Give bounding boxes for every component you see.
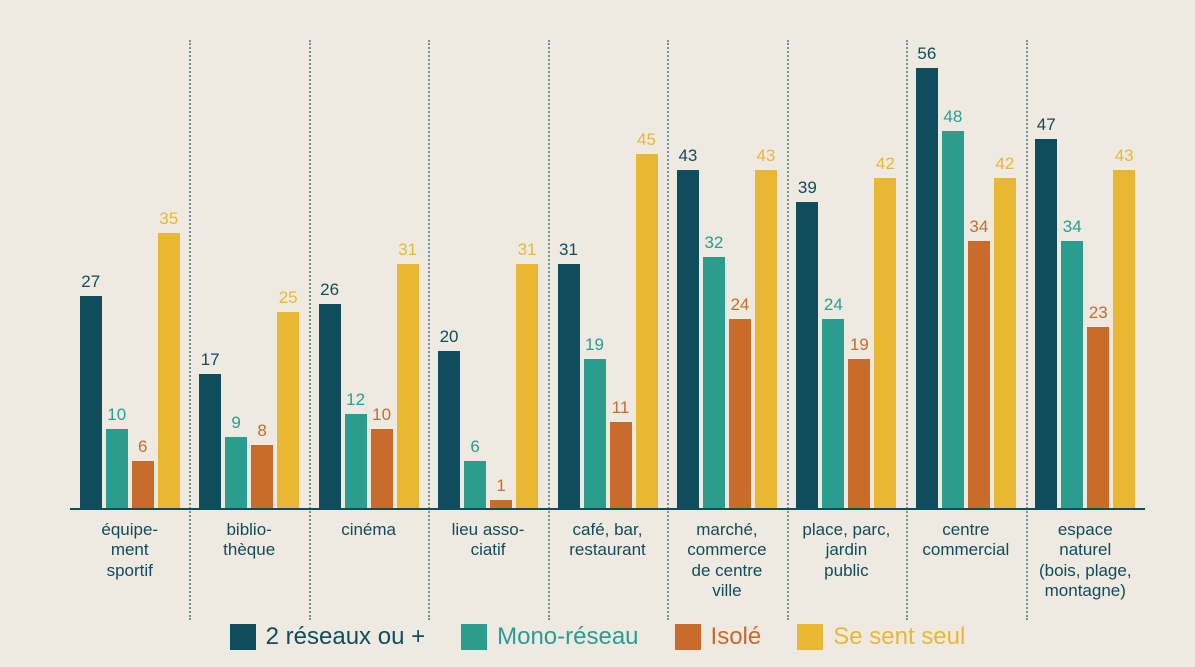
bar: 35 [158, 233, 180, 508]
bar: 1 [490, 500, 512, 508]
bar-value-label: 26 [320, 280, 339, 300]
bar-value-label: 12 [346, 390, 365, 410]
legend-swatch [675, 624, 701, 650]
bar-value-label: 48 [943, 107, 962, 127]
bar: 34 [1061, 241, 1083, 508]
bar: 24 [822, 319, 844, 508]
category-label: place, parc, jardin public [787, 520, 906, 581]
bar-value-label: 23 [1089, 303, 1108, 323]
category-label: marché, commerce de centre ville [667, 520, 786, 602]
bar-value-label: 42 [995, 154, 1014, 174]
bar-value-label: 19 [585, 335, 604, 355]
bar-value-label: 11 [612, 398, 630, 418]
category-label: café, bar, restaurant [548, 520, 667, 561]
bar: 48 [942, 131, 964, 508]
bar: 19 [584, 359, 606, 508]
bar-value-label: 31 [559, 240, 578, 260]
legend-swatch [461, 624, 487, 650]
bar-value-label: 43 [756, 146, 775, 166]
legend-item: Isolé [675, 623, 762, 651]
category-labels-row: équipe- ment sportifbiblio- thèquecinéma… [70, 512, 1145, 622]
bar: 56 [916, 68, 938, 508]
bar: 9 [225, 437, 247, 508]
bar: 10 [371, 429, 393, 508]
legend-label: Se sent seul [833, 623, 965, 651]
category-label: espace naturel (bois, plage, montagne) [1026, 520, 1145, 602]
bar-value-label: 8 [257, 421, 266, 441]
bar: 24 [729, 319, 751, 508]
bar-value-label: 47 [1037, 115, 1056, 135]
bar-value-label: 17 [201, 350, 220, 370]
bar-value-label: 1 [496, 476, 505, 496]
bar: 17 [199, 374, 221, 508]
legend-item: Mono-réseau [461, 623, 638, 651]
legend-swatch [797, 624, 823, 650]
bar-value-label: 39 [798, 178, 817, 198]
bar-value-label: 24 [730, 295, 749, 315]
bar-value-label: 31 [398, 240, 417, 260]
bar-value-label: 56 [917, 44, 936, 64]
bar: 42 [994, 178, 1016, 508]
bar-value-label: 43 [678, 146, 697, 166]
bar: 11 [610, 422, 632, 508]
legend-label: Isolé [711, 623, 762, 651]
bar: 27 [80, 296, 102, 508]
bar: 12 [345, 414, 367, 508]
bar-value-label: 32 [704, 233, 723, 253]
bar-value-label: 31 [518, 240, 537, 260]
bar: 45 [636, 154, 658, 508]
category-label: cinéma [309, 520, 428, 540]
bar-value-label: 43 [1115, 146, 1134, 166]
bar: 19 [848, 359, 870, 508]
category-label: équipe- ment sportif [70, 520, 189, 581]
bar: 6 [132, 461, 154, 508]
bar-value-label: 9 [231, 413, 240, 433]
category-label: lieu asso- ciatif [428, 520, 547, 561]
bar-value-label: 6 [470, 437, 479, 457]
category-label: centre commercial [906, 520, 1025, 561]
bar-value-label: 6 [138, 437, 147, 457]
bar-value-label: 42 [876, 154, 895, 174]
bar: 47 [1035, 139, 1057, 508]
bar: 10 [106, 429, 128, 508]
bar: 34 [968, 241, 990, 508]
bar: 26 [319, 304, 341, 508]
bar-value-label: 19 [850, 335, 869, 355]
legend-label: Mono-réseau [497, 623, 638, 651]
plot-area: 2710635179825261210312061313119114543322… [70, 40, 1145, 510]
legend: 2 réseaux ou + Mono-réseau Isolé Se sent se… [0, 623, 1195, 651]
bar: 43 [755, 170, 777, 508]
category-label: biblio- thèque [189, 520, 308, 561]
bar-value-label: 25 [279, 288, 298, 308]
bar: 32 [703, 257, 725, 508]
bar: 43 [677, 170, 699, 508]
chart-container: 2710635179825261210312061313119114543322… [0, 0, 1195, 667]
bar: 20 [438, 351, 460, 508]
legend-label: 2 réseaux ou + [266, 623, 425, 651]
bar: 25 [277, 312, 299, 508]
bar-value-label: 24 [824, 295, 843, 315]
bar: 8 [251, 445, 273, 508]
bar: 31 [516, 264, 538, 508]
legend-item: 2 réseaux ou + [230, 623, 425, 651]
bar-value-label: 27 [81, 272, 100, 292]
x-axis-baseline [70, 508, 1145, 510]
bar-value-label: 20 [440, 327, 459, 347]
legend-item: Se sent seul [797, 623, 965, 651]
bar: 31 [558, 264, 580, 508]
legend-swatch [230, 624, 256, 650]
bar-value-label: 10 [372, 405, 391, 425]
bar: 6 [464, 461, 486, 508]
bar-value-label: 35 [159, 209, 178, 229]
bar-value-label: 10 [107, 405, 126, 425]
bar: 39 [796, 202, 818, 508]
bar-value-label: 34 [969, 217, 988, 237]
bar: 43 [1113, 170, 1135, 508]
bar-value-label: 34 [1063, 217, 1082, 237]
bar-value-label: 45 [637, 130, 656, 150]
bar: 31 [397, 264, 419, 508]
bar: 23 [1087, 327, 1109, 508]
bar: 42 [874, 178, 896, 508]
